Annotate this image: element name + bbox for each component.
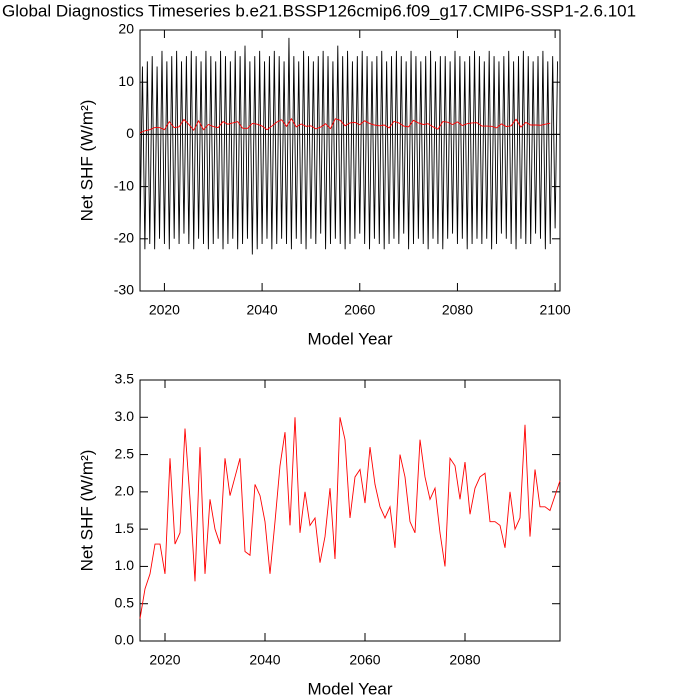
data-line — [139, 417, 561, 619]
figure-title: Global Diagnostics Timeseries b.e21.BSSP… — [2, 1, 636, 20]
y-tick-label: 1.0 — [115, 557, 135, 573]
y-axis-label: Net SHF (W/m²) — [77, 100, 96, 222]
data-line — [139, 117, 551, 134]
x-tick-label: 2020 — [149, 302, 180, 318]
y-tick-label: 2.0 — [115, 483, 135, 499]
plot-frame — [139, 379, 561, 642]
y-tick-label: -20 — [114, 230, 134, 246]
y-tick-label: 3.0 — [115, 408, 135, 424]
x-axis-label: Model Year — [307, 329, 392, 348]
y-tick-label: 0.5 — [115, 594, 135, 610]
x-tick-label: 2040 — [249, 652, 280, 668]
y-tick-label: 3.5 — [115, 371, 135, 387]
x-tick-label: 2080 — [449, 652, 480, 668]
y-tick-label: 1.5 — [115, 520, 135, 536]
x-tick-label: 2020 — [149, 652, 180, 668]
y-axis-label: Net SHF (W/m²) — [77, 450, 96, 572]
x-tick-label: 2100 — [540, 302, 571, 318]
plot-frame — [139, 29, 561, 292]
y-tick-label: 0.0 — [115, 632, 135, 648]
y-tick-label: 0 — [126, 125, 134, 141]
y-tick-label: -10 — [114, 177, 134, 193]
x-tick-label: 2060 — [349, 652, 380, 668]
y-tick-label: 20 — [118, 21, 134, 37]
data-line — [139, 37, 559, 255]
x-tick-label: 2080 — [442, 302, 473, 318]
y-tick-label: -30 — [114, 282, 134, 298]
x-tick-label: 2040 — [247, 302, 278, 318]
y-tick-label: 2.5 — [115, 445, 135, 461]
y-tick-label: 10 — [118, 73, 134, 89]
x-tick-label: 2060 — [344, 302, 375, 318]
x-axis-label: Model Year — [307, 679, 392, 698]
